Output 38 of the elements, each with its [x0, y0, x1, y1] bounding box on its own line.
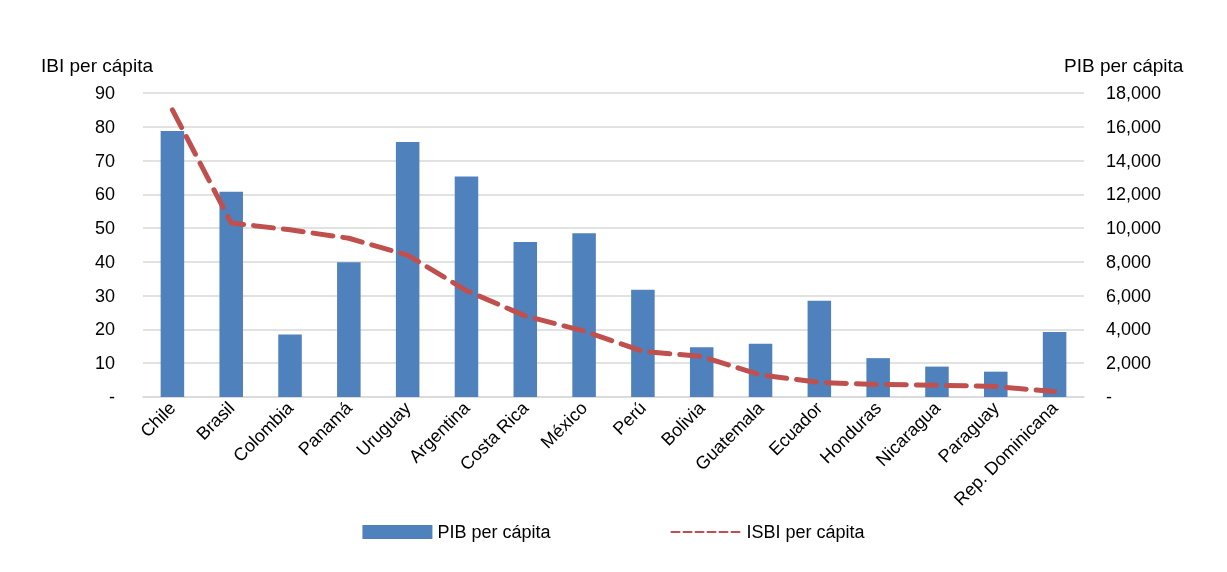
bar — [219, 191, 243, 397]
bar — [278, 334, 302, 397]
y2-tick-label: 10,000 — [1106, 218, 1162, 239]
y2-tick-label: 2,000 — [1106, 353, 1152, 374]
y-tick-label: 90 — [94, 83, 115, 103]
y2-tick-label: 14,000 — [1106, 150, 1162, 171]
y2-tick-label: - — [1106, 387, 1112, 407]
bar — [866, 358, 890, 397]
bar — [572, 233, 596, 397]
bar — [513, 241, 538, 397]
bar — [631, 289, 655, 397]
bar — [1042, 331, 1067, 397]
y2-tick-label: 4,000 — [1106, 319, 1152, 340]
bar — [748, 343, 773, 397]
legend-label: PIB per cápita — [437, 522, 552, 542]
y2-tick-label: 8,000 — [1106, 251, 1152, 272]
bar — [807, 300, 832, 397]
bar — [395, 141, 420, 397]
y-tick-label: 80 — [94, 116, 115, 137]
y-tick-label: 40 — [94, 251, 115, 272]
y-tick-label: 30 — [94, 285, 115, 306]
y-tick-label: 60 — [94, 184, 115, 205]
y-tick-label: 10 — [94, 353, 115, 374]
y-axis-title: IBI per cápita — [41, 55, 154, 76]
y-tick-label: 70 — [94, 150, 115, 171]
bar — [454, 176, 479, 397]
y2-tick-label: 18,000 — [1106, 83, 1162, 103]
y2-tick-label: 12,000 — [1106, 184, 1162, 205]
bar — [160, 131, 185, 397]
y2-tick-label: 6,000 — [1106, 285, 1152, 306]
y-tick-label: 20 — [94, 319, 115, 340]
y-tick-label: - — [109, 387, 115, 407]
y2-axis-title: PIB per cápita — [1064, 55, 1184, 76]
y2-tick-label: 16,000 — [1106, 116, 1162, 137]
bar — [337, 262, 361, 397]
bar — [689, 347, 714, 397]
y-tick-label: 50 — [94, 218, 115, 239]
legend-label: ISBI per cápita — [746, 522, 866, 542]
